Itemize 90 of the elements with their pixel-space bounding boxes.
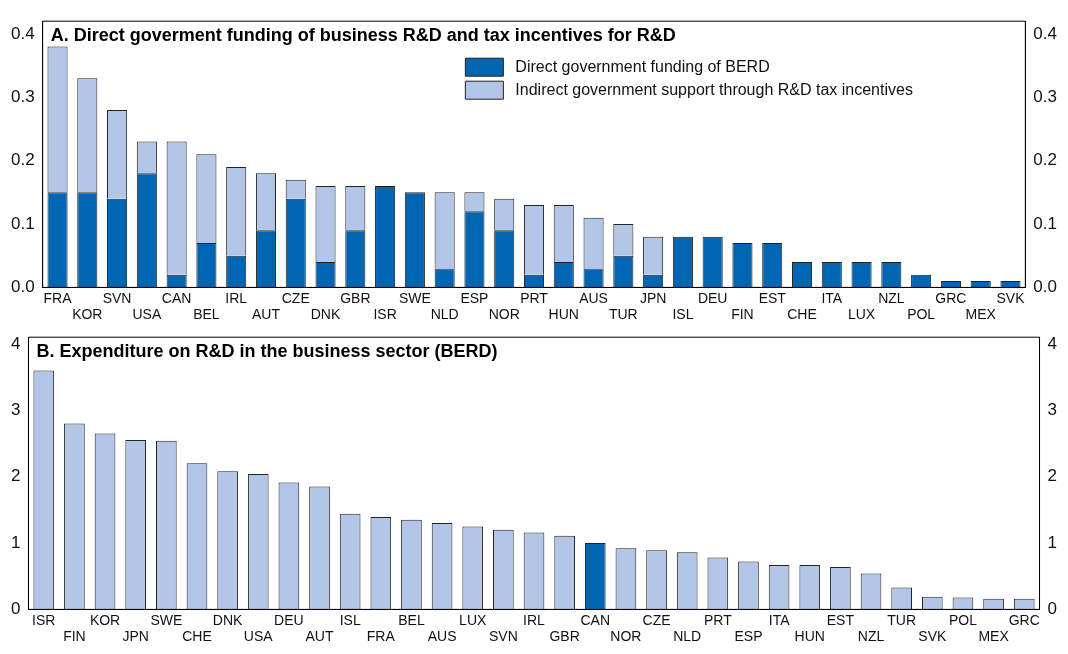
- x-tick-label: CZE: [281, 289, 310, 306]
- x-tick-label: CHE: [182, 628, 212, 645]
- x-tick-label: SVK: [996, 289, 1026, 306]
- x-tick-label: NZL: [857, 628, 885, 645]
- x-tick-label: NOR: [488, 306, 520, 323]
- x-tick-label: NLD: [430, 306, 459, 323]
- x-tick-label: MEX: [965, 306, 997, 323]
- y-tick-label: 4: [10, 333, 21, 353]
- x-tick-label: AUS: [579, 289, 608, 306]
- y-tick-label: 0.2: [10, 150, 35, 170]
- x-tick-label: SVN: [102, 289, 132, 306]
- y-tick-label: 0.4: [10, 23, 35, 43]
- legend-label: Indirect government support through R&D tax incentives: [515, 80, 913, 98]
- x-tick-label: PRT: [520, 289, 549, 306]
- x-tick-label: LUX: [459, 611, 487, 628]
- x-tick-label: KOR: [72, 306, 103, 323]
- y2-tick-label: 0.3: [1033, 86, 1058, 106]
- x-tick-label: USA: [243, 628, 274, 645]
- y2-tick-label: 0.4: [1033, 23, 1058, 43]
- x-tick-label: BEL: [398, 611, 425, 628]
- x-tick-label: FRA: [366, 628, 396, 645]
- y-tick-label: 0.3: [10, 86, 35, 106]
- x-tick-label: TUR: [887, 611, 917, 628]
- x-tick-label: SWE: [398, 289, 431, 306]
- y2-tick-label: 0.0: [1033, 277, 1058, 297]
- x-tick-label: MEX: [978, 628, 1010, 645]
- x-tick-label: CHE: [787, 306, 817, 323]
- x-tick-label: DNK: [212, 611, 244, 628]
- x-tick-label: JPN: [122, 628, 149, 645]
- x-tick-label: KOR: [89, 611, 121, 628]
- x-tick-label: AUS: [427, 628, 457, 645]
- y-tick-label: 0.0: [10, 277, 35, 297]
- x-tick-label: HUN: [794, 628, 825, 645]
- y-tick-label: 1: [10, 532, 21, 552]
- x-tick-label: EST: [758, 289, 787, 306]
- y2-tick-label: 4: [1047, 333, 1058, 353]
- x-tick-label: GBR: [549, 628, 580, 645]
- x-tick-label: ISR: [373, 306, 397, 323]
- x-tick-label: SVK: [918, 628, 947, 645]
- x-tick-label: CAN: [580, 611, 611, 628]
- x-tick-label: ITA: [768, 611, 791, 628]
- chart-title: B. Expenditure on R&D in the business sector (BERD): [36, 341, 498, 362]
- chart-title: A. Direct goverment funding of business R&D and tax incentives for R&D: [50, 25, 676, 46]
- y-tick-label: 0: [10, 599, 21, 619]
- x-tick-label: AUT: [305, 628, 334, 645]
- x-tick-label: SVN: [488, 628, 518, 645]
- x-tick-label: CAN: [161, 289, 192, 306]
- x-tick-label: POL: [907, 306, 936, 323]
- x-tick-label: DNK: [310, 306, 341, 323]
- y2-tick-label: 2: [1047, 466, 1058, 486]
- x-tick-label: IRL: [523, 611, 546, 628]
- x-tick-label: GRC: [1008, 611, 1040, 628]
- x-tick-label: HUN: [548, 306, 579, 323]
- x-tick-label: PRT: [703, 611, 733, 628]
- y2-tick-label: 3: [1047, 399, 1058, 419]
- x-tick-label: ISL: [672, 306, 694, 323]
- x-tick-label: ESP: [460, 289, 489, 306]
- x-tick-label: BEL: [193, 306, 220, 323]
- x-tick-label: ISL: [339, 611, 361, 628]
- x-tick-label: USA: [132, 306, 162, 323]
- x-tick-label: IRL: [225, 289, 248, 306]
- x-tick-label: ESP: [734, 628, 763, 645]
- x-tick-label: TUR: [608, 306, 638, 323]
- y2-tick-label: 0.2: [1033, 150, 1058, 170]
- x-tick-label: JPN: [639, 289, 667, 306]
- x-tick-label: FIN: [731, 306, 754, 323]
- y2-tick-label: 0.1: [1033, 213, 1058, 233]
- x-tick-label: FRA: [43, 289, 73, 306]
- y-tick-label: 0.1: [10, 213, 35, 233]
- x-tick-label: POL: [948, 611, 978, 628]
- x-tick-label: ITA: [821, 289, 843, 306]
- x-tick-label: GBR: [340, 289, 371, 306]
- x-tick-label: NZL: [878, 289, 905, 306]
- x-tick-label: ISR: [32, 611, 56, 628]
- legend-label: Direct government funding of BERD: [515, 57, 770, 75]
- x-tick-label: GRC: [935, 289, 967, 306]
- x-tick-label: SWE: [150, 611, 183, 628]
- x-tick-label: NOR: [610, 628, 642, 645]
- x-tick-label: DEU: [274, 611, 304, 628]
- x-tick-label: CZE: [642, 611, 671, 628]
- y-tick-label: 2: [10, 466, 21, 486]
- x-tick-label: FIN: [63, 628, 86, 645]
- x-tick-label: DEU: [697, 289, 728, 306]
- x-tick-label: LUX: [847, 306, 876, 323]
- x-tick-label: AUT: [251, 306, 281, 323]
- y2-tick-label: 1: [1047, 532, 1058, 552]
- x-tick-label: NLD: [673, 628, 702, 645]
- x-tick-label: EST: [826, 611, 855, 628]
- y2-tick-label: 0: [1047, 599, 1058, 619]
- y-tick-label: 3: [10, 399, 21, 419]
